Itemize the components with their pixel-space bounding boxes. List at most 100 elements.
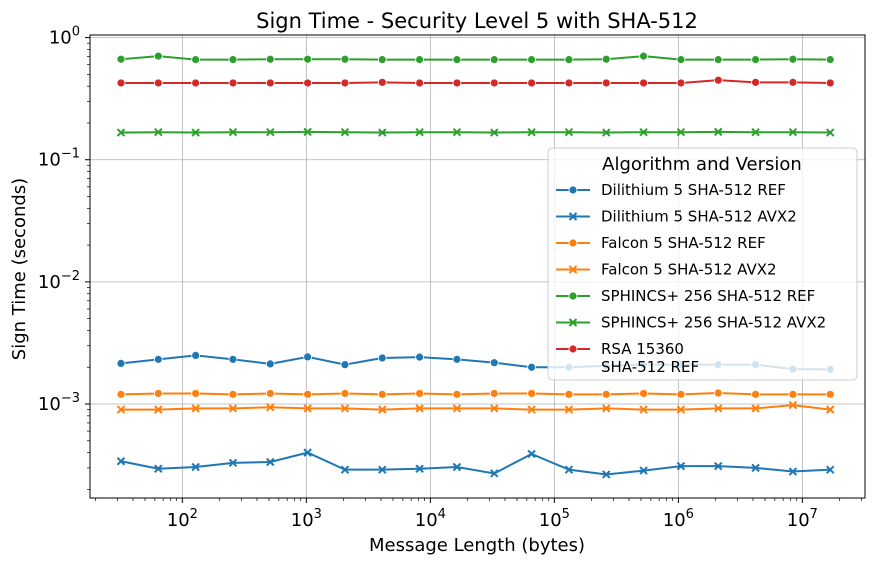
data-point-stroke — [602, 470, 611, 479]
y-axis-label: Sign Time (seconds) — [9, 178, 30, 360]
data-point — [340, 360, 350, 370]
data-point — [452, 354, 462, 364]
data-point-stroke — [303, 448, 312, 457]
data-point — [266, 128, 275, 137]
data-point — [564, 389, 574, 399]
series-3 — [116, 400, 835, 414]
data-point — [191, 389, 201, 398]
data-point — [564, 55, 574, 65]
data-point — [601, 389, 611, 399]
data-point — [153, 78, 163, 88]
data-point-stroke — [228, 404, 238, 413]
data-point — [340, 465, 350, 474]
data-point — [191, 128, 200, 137]
data-point-stroke — [266, 403, 275, 412]
data-point — [564, 405, 574, 414]
data-point — [751, 389, 760, 399]
legend: Algorithm and Version Dilithium 5 SHA-51… — [547, 147, 858, 381]
data-point-stroke — [378, 465, 387, 474]
chart-title: Sign Time - Security Level 5 with SHA-51… — [256, 9, 698, 33]
data-point-stroke — [415, 464, 424, 473]
data-point-stroke — [826, 405, 835, 414]
legend-swatch-marker — [568, 185, 578, 195]
data-point — [676, 128, 686, 137]
data-point — [452, 55, 462, 65]
data-point — [564, 128, 574, 137]
data-point — [191, 462, 200, 472]
data-point — [713, 75, 723, 85]
data-point — [639, 389, 648, 398]
data-point-stroke — [490, 404, 499, 413]
data-point-stroke — [154, 128, 163, 137]
data-point — [639, 51, 648, 61]
data-point — [378, 465, 387, 474]
data-point — [639, 128, 648, 137]
data-point — [639, 78, 648, 88]
data-point — [452, 128, 462, 137]
data-point — [377, 55, 387, 65]
data-point-stroke — [639, 466, 648, 475]
data-point — [228, 128, 238, 137]
data-point-stroke — [714, 461, 723, 471]
series-2 — [116, 388, 835, 399]
data-point — [340, 389, 350, 398]
data-point — [265, 359, 275, 369]
data-point — [303, 448, 312, 457]
data-point-stroke — [676, 461, 686, 471]
data-point — [116, 54, 126, 64]
data-point — [788, 467, 798, 476]
data-point — [788, 128, 798, 137]
data-point-stroke — [788, 400, 798, 410]
data-point-stroke — [116, 128, 126, 137]
x-tick-label: 107 — [787, 507, 818, 531]
data-point-stroke — [490, 469, 499, 478]
legend-title: Algorithm and Version — [602, 154, 802, 175]
legend-items: Dilithium 5 SHA-512 REF Dilithium 5 SHA-5… — [556, 181, 826, 376]
legend-item: SPHINCS+ 256 SHA-512 REF — [556, 287, 815, 305]
data-point — [228, 404, 238, 413]
data-point-stroke — [639, 128, 648, 137]
data-point — [490, 128, 499, 137]
data-point — [490, 404, 499, 413]
data-point — [788, 400, 798, 410]
data-point — [489, 389, 499, 398]
data-point — [378, 128, 387, 137]
data-point — [490, 469, 499, 478]
data-point-stroke — [228, 128, 238, 137]
data-point — [489, 358, 499, 368]
legend-box — [547, 147, 858, 381]
data-point — [377, 353, 387, 363]
data-point — [153, 51, 163, 61]
x-tick-label: 104 — [415, 507, 446, 531]
data-point-stroke — [564, 405, 574, 414]
data-point — [154, 128, 163, 137]
data-point-stroke — [154, 464, 163, 473]
data-point-stroke — [415, 404, 424, 413]
data-point — [826, 128, 835, 137]
data-point-stroke — [303, 404, 312, 413]
data-point — [751, 128, 760, 137]
series-line — [120, 392, 831, 396]
data-point — [527, 449, 536, 459]
data-point — [527, 55, 536, 65]
data-point-stroke — [452, 128, 462, 137]
data-point-stroke — [714, 127, 723, 137]
data-point-stroke — [564, 465, 574, 474]
data-point — [788, 77, 798, 87]
data-point — [452, 78, 462, 88]
data-point — [116, 359, 126, 368]
data-point — [751, 404, 760, 413]
data-point-stroke — [527, 405, 536, 414]
data-point — [676, 405, 686, 414]
data-point — [415, 352, 425, 362]
data-point — [228, 389, 238, 399]
data-point — [602, 470, 611, 479]
data-point-stroke — [751, 404, 760, 413]
data-point — [228, 458, 238, 468]
data-point — [116, 389, 126, 399]
data-point-stroke — [676, 128, 686, 137]
legend-label: SPHINCS+ 256 SHA-512 AVX2 — [601, 314, 826, 332]
series-line — [120, 404, 831, 411]
data-point-stroke — [303, 127, 312, 137]
